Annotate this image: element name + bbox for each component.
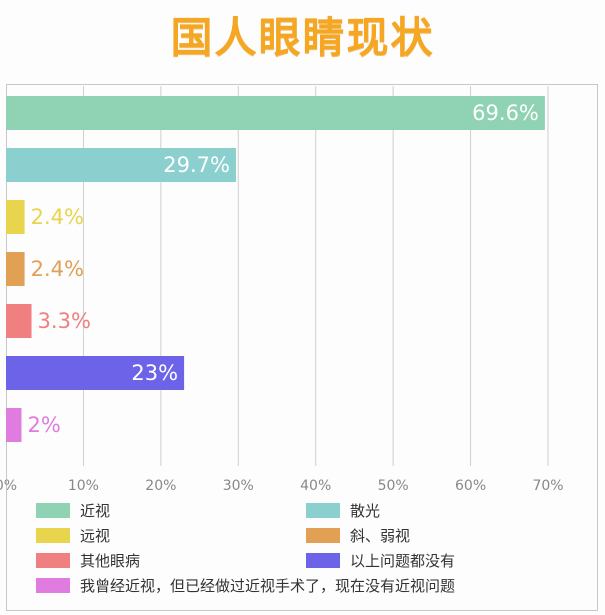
- bar-value-label: 2.4%: [31, 205, 84, 229]
- bar-2: [6, 200, 25, 234]
- legend-item-none: 以上问题都没有: [306, 550, 455, 571]
- bar-value-label: 2%: [27, 413, 60, 437]
- bar-6: [6, 408, 22, 442]
- legend-swatch-strabismus: [306, 528, 340, 543]
- x-tick-label: 70%: [532, 478, 563, 494]
- bar-0: [6, 96, 545, 130]
- bar-value-label: 2.4%: [31, 257, 84, 281]
- legend-item-astigmatism: 散光: [306, 500, 380, 521]
- legend-label-other: 其他眼病: [80, 552, 141, 570]
- legend-item-other: 其他眼病: [36, 550, 140, 571]
- x-tick-label: 60%: [455, 478, 486, 494]
- legend-item-myopia: 近视: [36, 500, 110, 521]
- x-tick-label: 20%: [145, 478, 176, 494]
- bar-value-label: 23%: [131, 361, 178, 385]
- legend-swatch-hyperopia: [36, 528, 70, 543]
- x-tick-label: 30%: [223, 478, 254, 494]
- x-tick-label: 0%: [0, 478, 17, 494]
- legend-item-surgery: 我曾经近视，但已经做过近视手术了，现在没有近视问题: [36, 575, 455, 596]
- legend-label-surgery: 我曾经近视，但已经做过近视手术了，现在没有近视问题: [80, 577, 456, 595]
- legend-label-myopia: 近视: [80, 502, 111, 520]
- legend-swatch-none: [306, 553, 340, 568]
- bar-value-label: 3.3%: [38, 309, 91, 333]
- bar-5: [6, 356, 185, 390]
- bar-1: [6, 148, 236, 182]
- legend-item-hyperopia: 远视: [36, 525, 110, 546]
- bar-chart-svg: 0% 10% 20% 30% 40% 50% 60% 70% 69.6% 29.7% 2.4% 2.4…: [0, 86, 564, 494]
- legend-swatch-myopia: [36, 503, 70, 518]
- bar-3: [6, 252, 25, 286]
- x-tick-label: 50%: [378, 478, 409, 494]
- x-tick-label: 40%: [300, 478, 331, 494]
- legend-label-strabismus: 斜、弱视: [350, 527, 411, 545]
- bar-4: [6, 304, 32, 338]
- x-tick-label: 10%: [68, 478, 99, 494]
- legend-item-strabismus: 斜、弱视: [306, 525, 410, 546]
- legend-swatch-other: [36, 553, 70, 568]
- legend-swatch-surgery: [36, 578, 70, 593]
- legend-label-astigmatism: 散光: [350, 502, 381, 520]
- legend-swatch-astigmatism: [306, 503, 340, 518]
- bar-value-label: 29.7%: [163, 153, 230, 177]
- chart-frame: [6, 84, 598, 611]
- bar-value-label: 69.6%: [472, 101, 539, 125]
- legend-label-none: 以上问题都没有: [350, 552, 456, 570]
- legend-label-hyperopia: 远视: [80, 527, 111, 545]
- chart-title: 国人眼睛现状: [170, 13, 435, 62]
